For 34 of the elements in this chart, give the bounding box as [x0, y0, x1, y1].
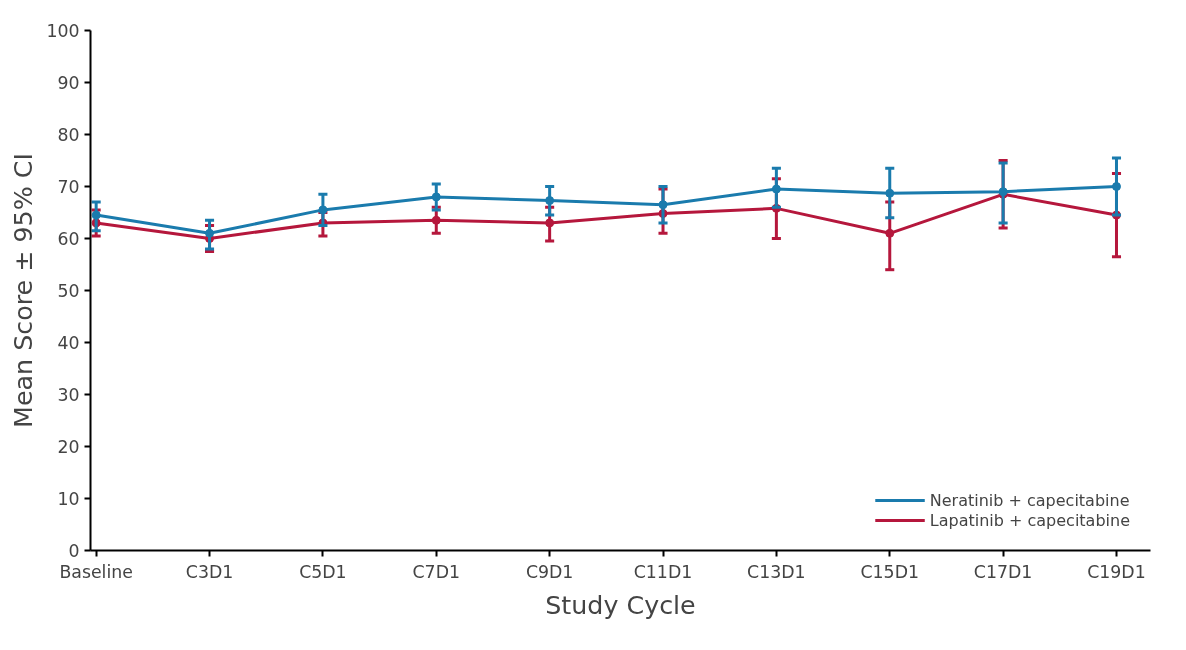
y-axis-title: Mean Score ± 95% CI [8, 153, 39, 428]
x-tick-label: C13D1 [747, 561, 806, 582]
point [431, 192, 441, 202]
point [1111, 182, 1121, 191]
y-tick-label: 30 [57, 385, 80, 405]
x-tick-label: C7D1 [412, 561, 461, 582]
x-tick-label: C11D1 [633, 561, 693, 582]
y-tick-label: 90 [57, 73, 80, 93]
legend-label: Lapatinib + capecitabine [929, 510, 1130, 530]
point [545, 218, 555, 228]
y-tick-label: 100 [46, 21, 80, 41]
y-tick-label: 0 [68, 541, 80, 561]
x-axis-title: Study Cycle [545, 589, 696, 620]
x-tick-label: C19D1 [1087, 561, 1146, 582]
x-tick-label: C5D1 [299, 561, 347, 582]
y-tick-label: 40 [57, 333, 80, 353]
point [771, 184, 781, 194]
point [205, 228, 215, 238]
point [431, 215, 441, 225]
x-tick-label: Baseline [59, 561, 133, 582]
y-tick-label: 60 [57, 229, 80, 249]
y-tick-label: 70 [57, 177, 80, 197]
x-tick-label: C17D1 [973, 561, 1033, 582]
x-tick-label: C9D1 [525, 561, 574, 582]
point [658, 200, 668, 210]
legend-label: Neratinib + capecitabine [929, 490, 1130, 510]
x-tick-label: C3D1 [185, 561, 234, 582]
y-tick-label: 50 [57, 281, 80, 301]
y-tick-label: 20 [57, 437, 80, 457]
y-tick-label: 10 [57, 489, 80, 509]
x-tick-label: C15D1 [860, 561, 920, 582]
point [885, 188, 895, 198]
y-tick-label: 80 [57, 125, 80, 145]
point [885, 228, 895, 238]
